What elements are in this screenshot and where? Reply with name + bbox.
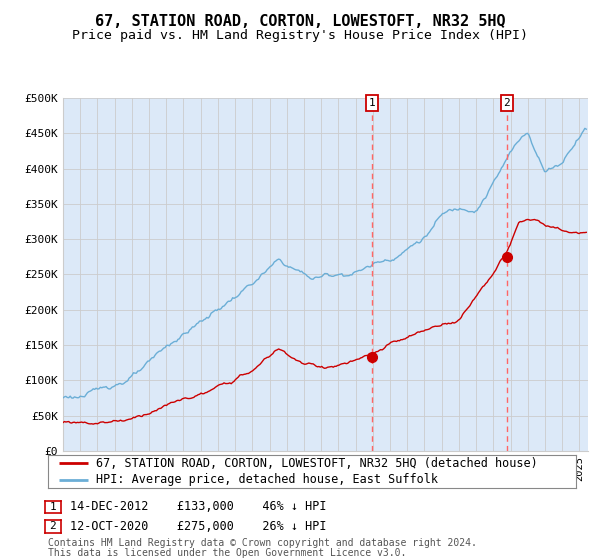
Text: Price paid vs. HM Land Registry's House Price Index (HPI): Price paid vs. HM Land Registry's House … <box>72 29 528 42</box>
Text: HPI: Average price, detached house, East Suffolk: HPI: Average price, detached house, East… <box>95 473 437 487</box>
Text: 14-DEC-2012    £133,000    46% ↓ HPI: 14-DEC-2012 £133,000 46% ↓ HPI <box>70 500 326 514</box>
Text: 67, STATION ROAD, CORTON, LOWESTOFT, NR32 5HQ (detached house): 67, STATION ROAD, CORTON, LOWESTOFT, NR3… <box>95 456 537 470</box>
Text: 1: 1 <box>369 98 376 108</box>
Text: This data is licensed under the Open Government Licence v3.0.: This data is licensed under the Open Gov… <box>48 548 406 558</box>
Text: 67, STATION ROAD, CORTON, LOWESTOFT, NR32 5HQ: 67, STATION ROAD, CORTON, LOWESTOFT, NR3… <box>95 14 505 29</box>
Text: 1: 1 <box>49 502 56 512</box>
Text: 2: 2 <box>49 521 56 531</box>
Text: 12-OCT-2020    £275,000    26% ↓ HPI: 12-OCT-2020 £275,000 26% ↓ HPI <box>70 520 326 533</box>
Text: 2: 2 <box>503 98 511 108</box>
Text: Contains HM Land Registry data © Crown copyright and database right 2024.: Contains HM Land Registry data © Crown c… <box>48 538 477 548</box>
